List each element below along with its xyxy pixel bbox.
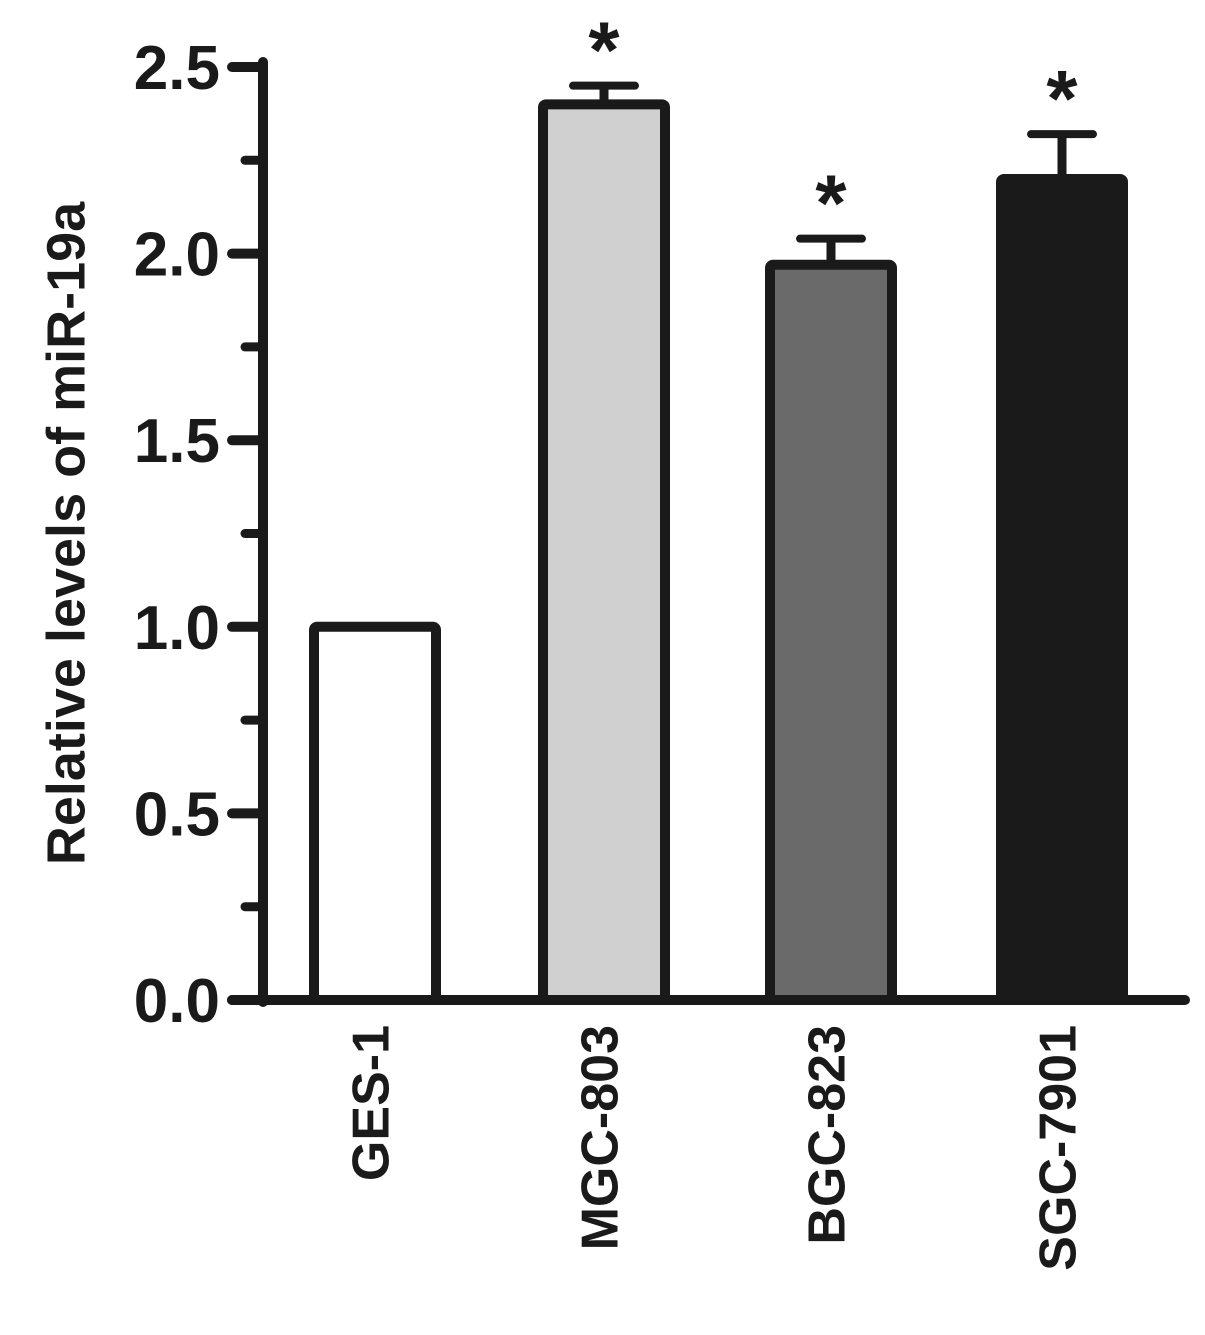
x-tick-label-3: BGC-823 [799, 1025, 857, 1245]
bar-sgc-7901 [996, 173, 1128, 1005]
y-tick-label-1: 0.5 [134, 780, 220, 849]
bar-mgc-803 [538, 99, 670, 1005]
x-tick-label-2: MGC-803 [572, 1025, 630, 1250]
bar-ges-1 [309, 621, 441, 1005]
significance-marker-3: * [815, 159, 847, 248]
bar-bgc-823 [765, 259, 897, 1005]
y-axis-title: Relative levels of miR-19a [36, 201, 96, 865]
y-tick-label-2: 1.0 [134, 594, 220, 663]
x-tick-label-4: SGC-7901 [1030, 1025, 1088, 1271]
y-tick-label-5: 2.5 [134, 34, 220, 103]
x-tick-label-1: GES-1 [343, 1025, 401, 1181]
y-tick-label-0: 0.0 [134, 967, 220, 1036]
significance-marker-2: * [588, 6, 620, 95]
y-tick-label-4: 2.0 [134, 221, 220, 290]
significance-marker-4: * [1046, 54, 1078, 143]
y-tick-label-3: 1.5 [134, 407, 220, 476]
